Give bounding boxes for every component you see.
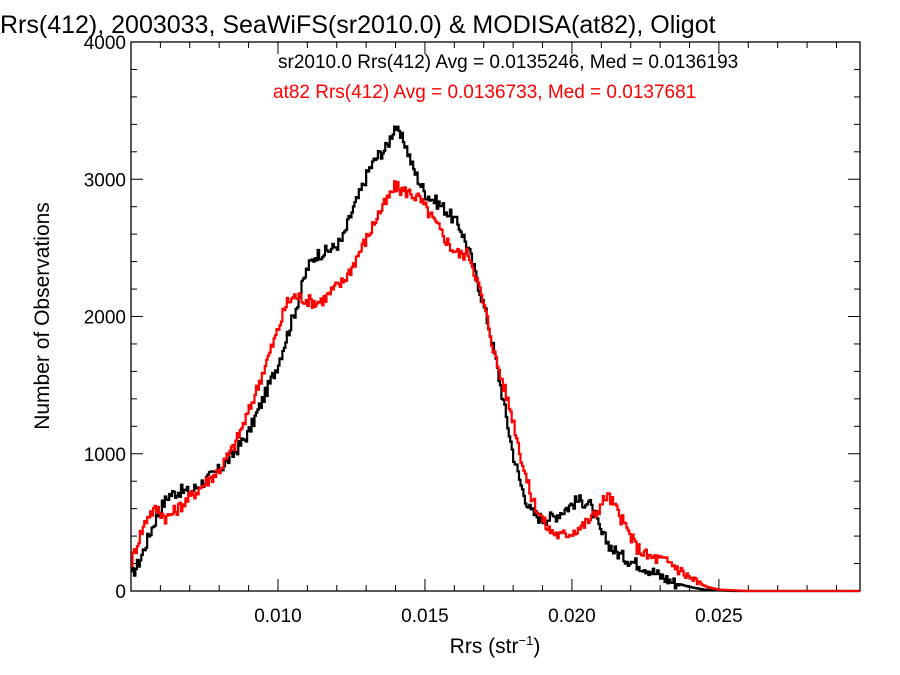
y-tick-label: 0 [115, 582, 126, 603]
plot-frame [130, 41, 861, 592]
y-axis-label: Number of Observations [31, 202, 54, 430]
y-tick-label: 3000 [84, 170, 126, 191]
series-line-at82 [131, 180, 860, 593]
y-tick-label: 2000 [84, 308, 126, 329]
tick-labels: 0.010 0.015 0.020 0.025 0 1000 2000 3000 4000 [84, 33, 743, 627]
x-tick-label: 0.015 [401, 606, 449, 627]
legend-entry-sr2010: sr2010.0 Rrs(412) Avg = 0.0135246, Med =… [278, 52, 738, 73]
x-axis-label: Rrs (str−1) [450, 633, 541, 658]
y-tick-label: 1000 [84, 445, 126, 466]
series-line-sr2010.0 [131, 125, 860, 593]
y-tick-label: 4000 [84, 33, 126, 54]
x-tick-label: 0.010 [254, 606, 302, 627]
axis-ticks [131, 41, 860, 592]
x-tick-label: 0.025 [695, 606, 743, 627]
legend-entry-at82: at82 Rrs(412) Avg = 0.0136733, Med = 0.0… [273, 82, 696, 103]
series-layer [131, 125, 860, 593]
x-tick-label: 0.020 [548, 606, 596, 627]
chart-title: Rrs(412), 2003033, SeaWiFS(sr2010.0) & M… [0, 11, 716, 39]
